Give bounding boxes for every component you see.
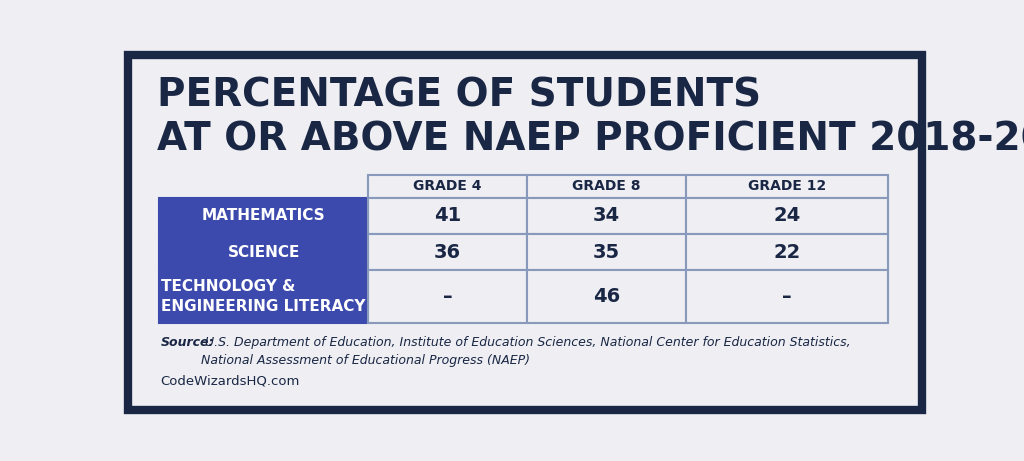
Bar [527, 175, 686, 198]
Text: –: – [442, 287, 453, 306]
Bar [686, 198, 888, 234]
Bar [686, 175, 888, 198]
Text: GRADE 4: GRADE 4 [414, 179, 482, 193]
Bar [686, 234, 888, 270]
Text: 35: 35 [593, 242, 621, 261]
Text: 36: 36 [434, 242, 461, 261]
Bar [159, 198, 369, 234]
Bar [369, 234, 527, 270]
Bar [369, 198, 527, 234]
Text: CodeWizardsHQ.com: CodeWizardsHQ.com [161, 375, 300, 388]
Bar [686, 270, 888, 323]
Text: 41: 41 [434, 207, 462, 225]
Bar [527, 198, 686, 234]
Text: U.S. Department of Education, Institute of Education Sciences, National Center f: U.S. Department of Education, Institute … [201, 337, 851, 367]
Bar [527, 270, 686, 323]
Text: 34: 34 [593, 207, 621, 225]
Bar [159, 175, 369, 198]
Bar [369, 175, 527, 198]
Text: Source:: Source: [161, 337, 214, 349]
Text: GRADE 12: GRADE 12 [748, 179, 826, 193]
Bar [159, 234, 369, 270]
Bar [527, 234, 686, 270]
Text: 46: 46 [593, 287, 621, 306]
Text: MATHEMATICS: MATHEMATICS [202, 208, 326, 224]
Bar [369, 270, 527, 323]
Text: SCIENCE: SCIENCE [227, 244, 300, 260]
Text: AT OR ABOVE NAEP PROFICIENT 2018-2019: AT OR ABOVE NAEP PROFICIENT 2018-2019 [158, 121, 1024, 159]
Text: TECHNOLOGY &
ENGINEERING LITERACY: TECHNOLOGY & ENGINEERING LITERACY [162, 279, 366, 314]
Text: –: – [782, 287, 792, 306]
Text: 24: 24 [773, 207, 801, 225]
Bar [159, 270, 369, 323]
Text: GRADE 8: GRADE 8 [572, 179, 641, 193]
Text: 22: 22 [773, 242, 801, 261]
Text: PERCENTAGE OF STUDENTS: PERCENTAGE OF STUDENTS [158, 77, 762, 115]
